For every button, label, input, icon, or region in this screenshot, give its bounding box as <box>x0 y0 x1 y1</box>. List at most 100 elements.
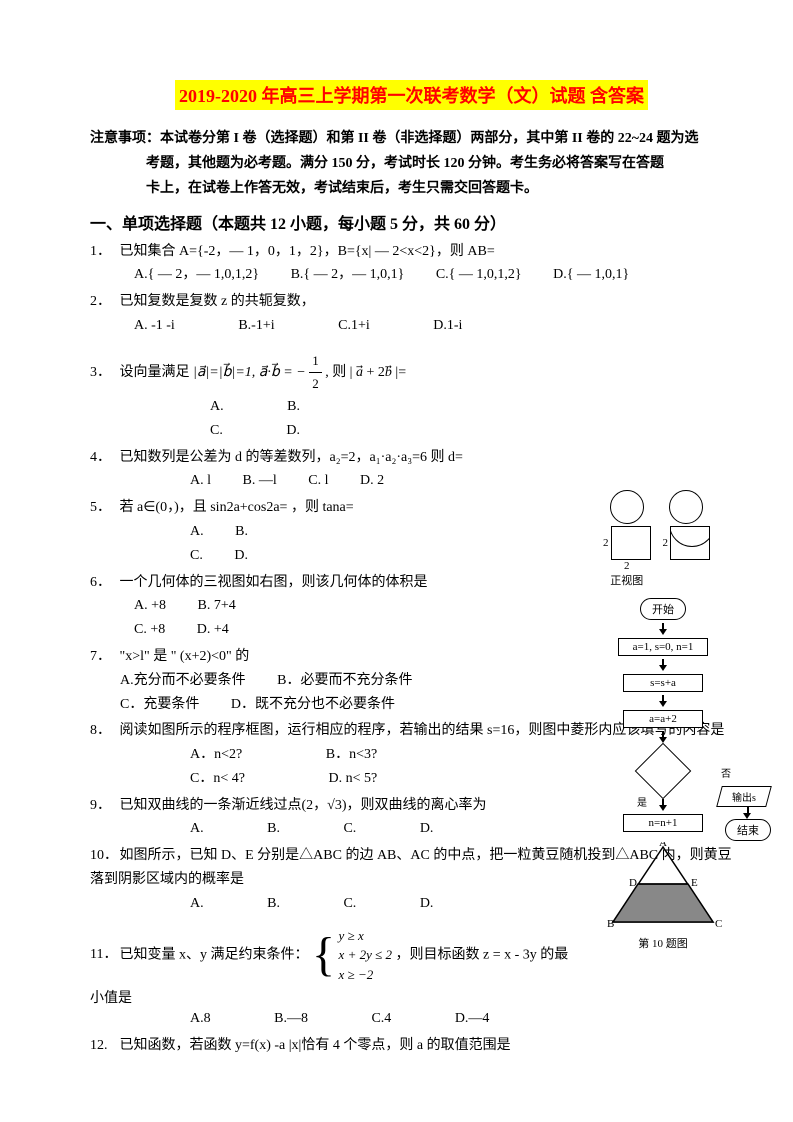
svg-text:D: D <box>629 877 637 889</box>
option-d: D. <box>420 892 434 916</box>
option-a: A. <box>190 892 204 916</box>
triangle-figure: A B C D E 第 10 题图 <box>603 842 723 951</box>
question-text: "x>l" 是 " (x+2)<0" 的 <box>120 649 250 664</box>
option-c: C. +8 <box>134 618 165 642</box>
fc-init: a=1, s=0, n=1 <box>618 638 708 656</box>
option-c: C.4 <box>371 1007 391 1031</box>
question-1: 1． 已知集合 A={-2，— 1，0，1，2}，B={x| — 2<x<2}，… <box>90 240 733 288</box>
question-number: 3． <box>90 361 116 385</box>
question-text-post: , 则 | a⃗ + 2b⃗ |= <box>325 365 406 380</box>
option-b: B. 7+4 <box>198 594 236 618</box>
question-number: 8． <box>90 719 116 743</box>
section-header: 一、单项选择题（本题共 12 小题，每小题 5 分，共 60 分） <box>90 210 733 234</box>
svg-text:E: E <box>691 877 698 889</box>
question-text: 已知复数是复数 z 的共轭复数， <box>120 294 315 309</box>
option-c: C.{ — 1,0,1,2} <box>436 263 522 287</box>
option-d: D.{ — 1,0,1} <box>553 263 629 287</box>
option-d: D. <box>234 544 248 568</box>
instruction-line: 注意事项：本试卷分第 I 卷（选择题）和第 II 卷（非选择题）两部分，其中第 … <box>90 126 733 151</box>
question-options: A.8 B.—8 C.4 D.—4 <box>90 1007 733 1031</box>
option-d: D.—4 <box>455 1007 490 1031</box>
instruction-line: 考题，其他题为必考题。满分 150 分，考试时长 120 分钟。考生务必将答案写… <box>90 151 733 176</box>
fc-end: 结束 <box>725 819 771 841</box>
flowchart-figure: 开始 a=1, s=0, n=1 s=s+a a=a+2 否 是 输出s 结束 … <box>603 598 723 832</box>
side-figures: 2 2 正视图 2 开始 a=1, s=0, n=1 s=s+a a=a+2 否… <box>603 490 743 951</box>
formula: |a⃗|=|b⃗|=1, a⃗·b⃗ = − <box>193 365 306 380</box>
option-a: A. +8 <box>134 594 166 618</box>
question-4: 4． 已知数列是公差为 d 的等差数列，a₂=2，a₁·a₂·a₃=6 则 d=… <box>90 446 733 494</box>
option-a: A. <box>210 395 224 419</box>
fc-step2: a=a+2 <box>623 710 703 728</box>
option-d: D. <box>286 419 300 443</box>
option-d: D. <box>420 817 434 841</box>
option-a: A.充分而不必要条件 <box>120 669 246 693</box>
option-b: B. <box>287 395 300 419</box>
option-b: B．必要而不充分条件 <box>277 669 412 693</box>
question-options: A.{ — 2，— 1,0,1,2} B.{ — 2，— 1,0,1} C.{ … <box>90 263 733 287</box>
option-b: B.{ — 2，— 1,0,1} <box>291 263 405 287</box>
question-number: 12. <box>90 1034 116 1058</box>
option-c: C. l <box>308 469 328 493</box>
question-number: 1． <box>90 240 116 264</box>
title-container: 2019-2020 年高三上学期第一次联考数学（文）试题 含答案 <box>90 80 733 110</box>
option-c: C.1+i <box>338 314 370 338</box>
option-a: A. -1 -i <box>134 314 175 338</box>
question-text: 已知函数，若函数 y=f(x) -a |x|恰有 4 个零点，则 a 的取值范围… <box>120 1038 511 1053</box>
fc-decision <box>635 743 692 800</box>
question-text-pre: 设向量满足 <box>120 365 190 380</box>
question-text: 一个几何体的三视图如右图，则该几何体的体积是 <box>120 575 428 590</box>
option-d: D．既不充分也不必要条件 <box>231 693 395 717</box>
question-number: 5． <box>90 496 116 520</box>
question-text: 已知双曲线的一条渐近线过点(2，√3)，则双曲线的离心率为 <box>120 798 487 813</box>
option-a: A.8 <box>190 1007 211 1031</box>
option-a: A.{ — 2，— 1,0,1,2} <box>134 263 259 287</box>
option-a: A．n<2? <box>190 743 242 767</box>
side-view: 2 <box>663 490 711 588</box>
question-11-tail: 小值是 <box>90 987 733 1007</box>
option-d: D.1-i <box>433 314 462 338</box>
option-c: C．充要条件 <box>120 693 199 717</box>
option-d: D. n< 5? <box>328 767 377 791</box>
svg-text:C: C <box>715 918 722 930</box>
constraints: y ≥ x x + 2y ≤ 2 x ≥ −2 <box>339 926 392 985</box>
triangle-caption: 第 10 题图 <box>603 935 723 951</box>
option-d: D. 2 <box>360 469 384 493</box>
option-b: B. <box>235 520 248 544</box>
question-text: 已知数列是公差为 d 的等差数列，a₂=2，a₁·a₂·a₃=6 则 d= <box>120 450 463 465</box>
question-number: 10． <box>90 844 116 868</box>
question-number: 7． <box>90 645 116 669</box>
option-b: B. —l <box>243 469 277 493</box>
question-text: 已知集合 A={-2，— 1，0，1，2}，B={x| — 2<x<2}，则 A… <box>120 244 495 259</box>
option-c: C. <box>210 419 223 443</box>
option-a: A. <box>190 520 204 544</box>
question-number: 11． <box>90 943 116 967</box>
option-c: C. <box>190 544 203 568</box>
three-view-figure: 2 2 正视图 2 <box>603 490 743 588</box>
question-options: A. B. C. D. <box>90 395 733 443</box>
option-b: B.—8 <box>274 1007 308 1031</box>
option-b: B. <box>267 892 280 916</box>
instructions: 注意事项：本试卷分第 I 卷（选择题）和第 II 卷（非选择题）两部分，其中第 … <box>90 126 733 202</box>
front-view: 2 2 正视图 <box>603 490 651 588</box>
question-number: 9． <box>90 794 116 818</box>
option-d: D. +4 <box>197 618 229 642</box>
fraction: 1 2 <box>309 350 322 395</box>
option-c: C. <box>343 892 356 916</box>
question-options: A. -1 -i B.-1+i C.1+i D.1-i <box>90 314 733 338</box>
question-text-post: ，则目标函数 z = x - 3y 的最 <box>396 947 569 962</box>
question-number: 2． <box>90 290 116 314</box>
fc-step1: s=s+a <box>623 674 703 692</box>
triangle-svg: A B C D E <box>603 842 723 932</box>
brace-icon: { <box>312 936 335 974</box>
exam-title: 2019-2020 年高三上学期第一次联考数学（文）试题 含答案 <box>175 80 648 110</box>
option-b: B. <box>267 817 280 841</box>
question-3: 3． 设向量满足 |a⃗|=|b⃗|=1, a⃗·b⃗ = − 1 2 , 则 … <box>90 350 733 443</box>
question-text: 若 a∈(0，)，且 sin2a+cos2a= ，则 tana= <box>120 500 354 515</box>
question-text-pre: 已知变量 x、y 满足约束条件： <box>120 947 309 962</box>
fc-step3: n=n+1 <box>623 814 703 832</box>
option-a: A. <box>190 817 204 841</box>
option-b: B．n<3? <box>326 743 377 767</box>
question-number: 6． <box>90 571 116 595</box>
option-b: B.-1+i <box>238 314 274 338</box>
question-2: 2． 已知复数是复数 z 的共轭复数， A. -1 -i B.-1+i C.1+… <box>90 290 733 338</box>
